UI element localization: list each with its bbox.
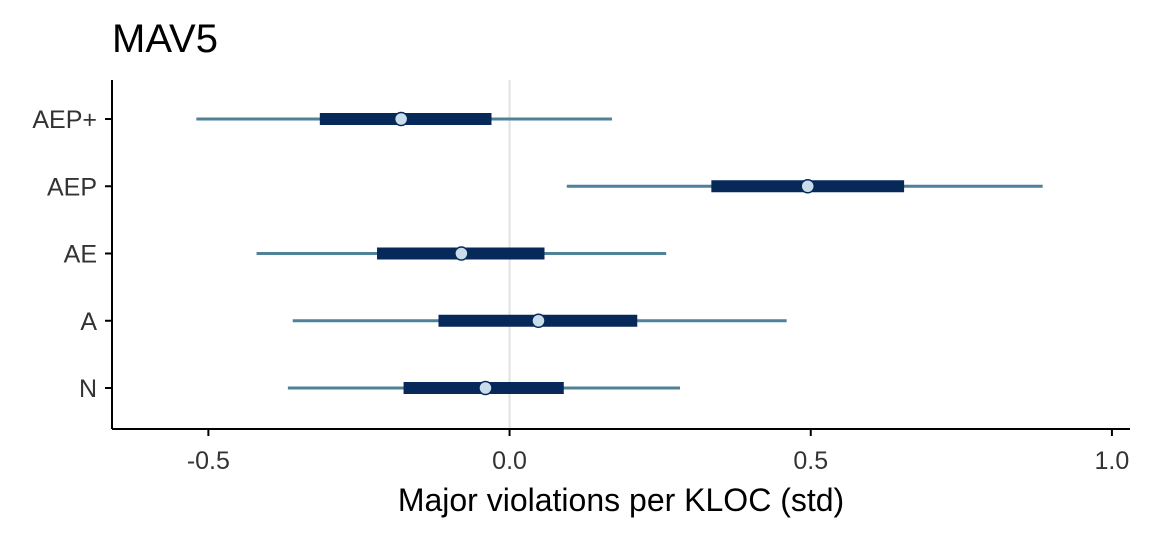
x-tick-label: 1.0 xyxy=(1095,447,1130,475)
point-estimate-aep xyxy=(800,179,815,194)
point-estimate-a xyxy=(531,313,546,328)
y-tick-label: N xyxy=(79,375,97,403)
interval-group xyxy=(196,111,1043,396)
y-tick-label: A xyxy=(80,308,97,336)
y-tick-label: AEP+ xyxy=(32,106,97,134)
chart-title: MAV5 xyxy=(112,17,218,61)
x-axis-ticks: -0.5 0.0 0.5 1.0 xyxy=(187,429,1129,475)
x-tick-label: 0.0 xyxy=(492,447,527,475)
x-tick-label: 0.5 xyxy=(793,447,828,475)
point-estimate-ae xyxy=(454,246,469,261)
x-axis-title: Major violations per KLOC (std) xyxy=(398,482,844,518)
x-tick-label: -0.5 xyxy=(187,447,230,475)
point-estimate-n xyxy=(478,380,493,396)
point-estimate-aepplus xyxy=(393,111,409,127)
y-tick-label: AE xyxy=(64,241,97,269)
y-axis-ticks: AEP+ AEP AE A N xyxy=(32,106,112,403)
y-tick-label: AEP xyxy=(47,173,97,201)
